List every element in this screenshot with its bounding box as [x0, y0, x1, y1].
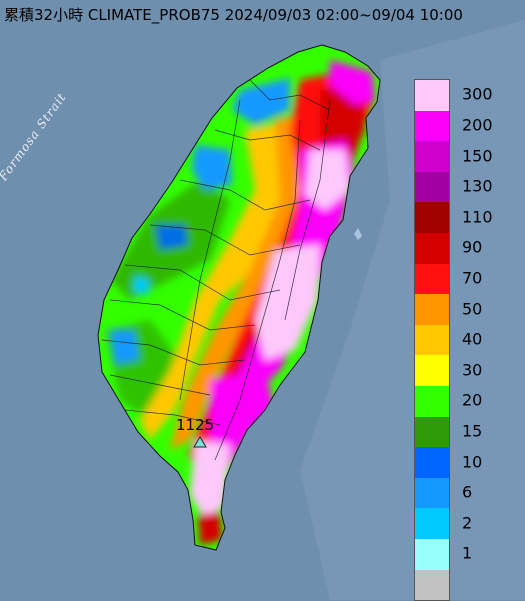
legend-label: 200: [462, 115, 493, 135]
rainfall-legend: [414, 79, 450, 601]
legend-label: 40: [462, 329, 483, 349]
legend-swatch: [415, 263, 449, 295]
legend-swatch: [415, 202, 449, 233]
legend-label: 6: [462, 482, 473, 502]
legend-swatch: [415, 355, 449, 386]
legend-label: 150: [462, 146, 493, 165]
map-title: 累積32小時 CLIMATE_PROB75 2024/09/03 02:00~0…: [4, 6, 463, 24]
legend-label: 70: [462, 268, 483, 288]
legend-swatch: [415, 141, 449, 172]
legend-label: 2: [462, 513, 473, 533]
legend-label: 1: [462, 543, 473, 563]
legend-swatch: [415, 508, 449, 539]
legend-label: 10: [462, 452, 483, 471]
legend-label: 300: [462, 84, 493, 104]
island-outline: [97, 44, 381, 551]
legend-swatch: [415, 416, 449, 448]
legend-label: 90: [462, 237, 483, 257]
triangle-station-icon: [193, 436, 207, 448]
offshore-islet: [354, 228, 362, 240]
legend-label: 50: [462, 299, 483, 318]
legend-label: 110: [462, 207, 493, 227]
legend-swatch: [415, 538, 449, 570]
legend-label: 15: [462, 421, 483, 441]
legend-label: 30: [462, 360, 483, 380]
legend-label: 130: [462, 176, 493, 196]
legend-swatch: [415, 171, 449, 203]
peak-rainfall-value: 1125: [176, 416, 215, 434]
legend-swatch: [415, 232, 449, 264]
east-sea-cloud: [300, 20, 525, 600]
legend-swatch: [415, 447, 449, 478]
legend-swatch: [415, 80, 449, 111]
legend-label: 20: [462, 390, 483, 410]
legend-swatch: [415, 294, 449, 325]
legend-swatch: [415, 385, 449, 417]
legend-swatch: [415, 324, 449, 356]
legend-swatch: [415, 477, 449, 509]
legend-swatch: [415, 110, 449, 142]
legend-swatch: [415, 569, 449, 601]
